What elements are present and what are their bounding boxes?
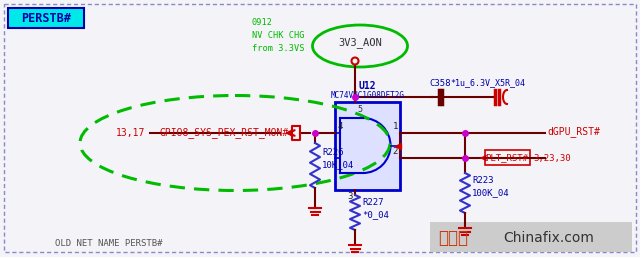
Text: C358: C358 [429, 79, 451, 88]
Text: dGPU_RST#: dGPU_RST# [547, 126, 600, 137]
Text: U12: U12 [358, 81, 376, 91]
Text: PERSTB#: PERSTB# [21, 13, 71, 25]
Text: R227: R227 [362, 198, 383, 207]
Text: 5: 5 [357, 105, 362, 114]
Text: 100K_04: 100K_04 [472, 188, 509, 197]
FancyBboxPatch shape [8, 8, 84, 28]
Text: 1: 1 [392, 122, 398, 131]
Text: 4: 4 [337, 122, 342, 131]
Text: 3,23,30: 3,23,30 [533, 154, 571, 163]
Bar [430, 222, 632, 252]
Text: 13,17: 13,17 [116, 128, 145, 138]
Text: PLT_RST#: PLT_RST# [486, 153, 529, 162]
Text: R226: R226 [322, 148, 344, 157]
Text: *1u_6.3V_X5R_04: *1u_6.3V_X5R_04 [450, 78, 525, 87]
Text: 2: 2 [392, 147, 398, 156]
Text: OLD NET NAME PERSTB#: OLD NET NAME PERSTB# [55, 238, 163, 247]
Text: Chinafix.com: Chinafix.com [503, 231, 594, 245]
Text: 0912
NV CHK CHG
from 3.3VS: 0912 NV CHK CHG from 3.3VS [252, 18, 305, 53]
Text: MC74VHC1G08DFT2G: MC74VHC1G08DFT2G [330, 91, 404, 100]
Text: 3V3_AON: 3V3_AON [338, 38, 382, 49]
Text: GPIO8_SYS_PEX_RST_MON#: GPIO8_SYS_PEX_RST_MON# [160, 127, 289, 139]
Text: 10K_04: 10K_04 [322, 160, 355, 169]
Text: 3: 3 [348, 192, 353, 201]
Bar [335, 102, 400, 190]
Text: 迅维网: 迅维网 [438, 229, 468, 247]
Text: R223: R223 [472, 176, 493, 185]
Text: *0_04: *0_04 [362, 210, 389, 219]
